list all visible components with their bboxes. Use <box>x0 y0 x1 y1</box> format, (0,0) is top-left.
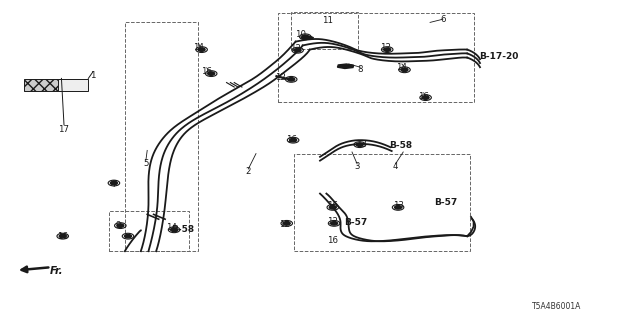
Circle shape <box>356 143 363 146</box>
Text: 16: 16 <box>285 135 297 144</box>
Circle shape <box>125 235 131 238</box>
Bar <box>294 154 470 251</box>
Bar <box>24 79 60 91</box>
Text: 14: 14 <box>396 63 408 72</box>
Circle shape <box>208 72 214 75</box>
Circle shape <box>302 35 308 38</box>
Text: 16: 16 <box>418 92 429 100</box>
Text: 17: 17 <box>58 125 70 134</box>
Bar <box>125 22 198 251</box>
Text: 16: 16 <box>327 236 339 245</box>
Polygon shape <box>301 36 314 39</box>
Circle shape <box>331 222 337 225</box>
Polygon shape <box>337 64 354 68</box>
Circle shape <box>395 206 401 209</box>
Circle shape <box>284 222 290 225</box>
Circle shape <box>290 139 296 142</box>
Text: 12: 12 <box>279 220 291 229</box>
Text: 10: 10 <box>295 30 307 39</box>
Bar <box>278 13 474 102</box>
Circle shape <box>422 96 429 99</box>
Circle shape <box>288 78 294 81</box>
Circle shape <box>111 181 117 185</box>
Text: 8: 8 <box>358 65 363 74</box>
Text: 16: 16 <box>57 232 68 241</box>
Text: 14: 14 <box>193 43 204 52</box>
Text: 4: 4 <box>393 162 398 171</box>
Bar <box>58 79 88 91</box>
Text: 12: 12 <box>326 217 338 226</box>
Text: B-57: B-57 <box>344 218 367 227</box>
Text: 13: 13 <box>356 140 367 149</box>
Text: 12: 12 <box>290 44 301 52</box>
Circle shape <box>171 228 177 231</box>
Text: 2: 2 <box>246 167 251 176</box>
Text: 13: 13 <box>392 201 404 210</box>
Text: 3: 3 <box>355 162 360 171</box>
Circle shape <box>117 224 124 227</box>
Circle shape <box>60 235 66 238</box>
Text: 9: 9 <box>116 221 121 230</box>
Circle shape <box>294 49 301 52</box>
Text: B-17-20: B-17-20 <box>479 52 518 61</box>
Text: 1: 1 <box>90 71 95 80</box>
Bar <box>291 12 358 49</box>
Text: 16: 16 <box>201 67 212 76</box>
Text: 16: 16 <box>327 201 339 210</box>
Text: 11: 11 <box>322 16 333 25</box>
Text: T5A4B6001A: T5A4B6001A <box>532 302 582 311</box>
Text: B-58: B-58 <box>389 141 412 150</box>
Text: 7: 7 <box>111 180 116 188</box>
Circle shape <box>401 68 408 71</box>
Text: 12: 12 <box>275 73 286 82</box>
Bar <box>109 211 189 251</box>
Text: 5: 5 <box>143 159 148 168</box>
Circle shape <box>198 48 205 51</box>
Circle shape <box>330 206 336 209</box>
Text: 14: 14 <box>166 223 177 232</box>
Text: B-58: B-58 <box>171 225 194 234</box>
Text: B-57: B-57 <box>434 198 457 207</box>
Text: 6: 6 <box>440 15 445 24</box>
Circle shape <box>384 48 390 51</box>
Text: Fr.: Fr. <box>50 266 63 276</box>
Text: 12: 12 <box>380 43 392 52</box>
